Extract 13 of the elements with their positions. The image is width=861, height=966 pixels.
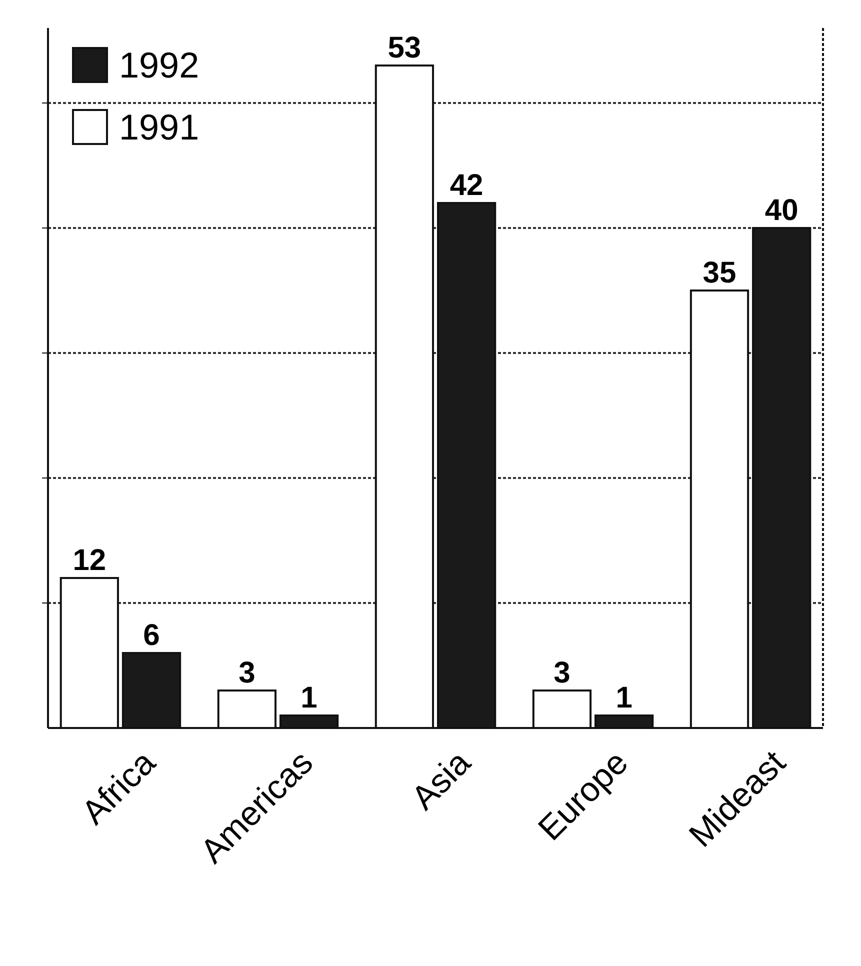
data-label: 6 [143,619,160,652]
data-label: 1 [300,682,318,714]
data-label: 35 [702,256,736,290]
data-label: 53 [388,32,422,64]
data-label: 3 [554,656,570,690]
data-label: 3 [238,656,256,690]
legend-label: 1992 [119,44,200,86]
data-label: 12 [72,544,106,577]
legend-label: 1991 [119,106,200,148]
data-label: 42 [450,169,484,202]
data-label: 1 [616,682,632,714]
data-label: 40 [764,194,798,227]
x-tick-label: Asia [404,744,478,818]
